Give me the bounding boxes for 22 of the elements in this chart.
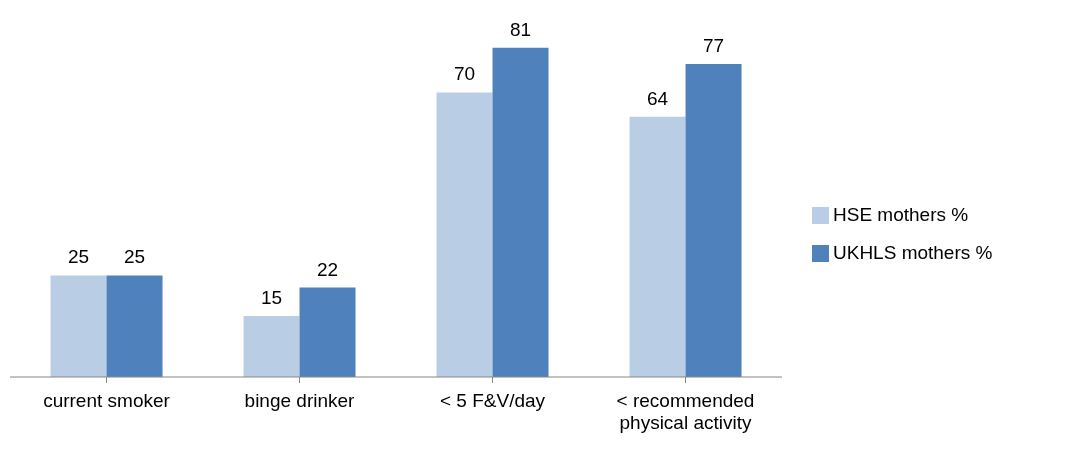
- bar: [492, 47, 549, 377]
- x-tick-label: binge drinker: [244, 390, 356, 411]
- data-label: 25: [67, 246, 90, 268]
- bar: [299, 287, 356, 377]
- x-tick-label: < 5 F&V/day: [439, 390, 546, 411]
- data-label: 77: [702, 35, 725, 57]
- data-label: 15: [260, 287, 283, 309]
- data-label: 22: [316, 258, 339, 280]
- bar: [243, 316, 300, 377]
- bar: [436, 92, 493, 377]
- data-label: 81: [509, 18, 532, 40]
- bar: [106, 275, 163, 377]
- legend-label: UKHLS mothers %: [833, 242, 993, 263]
- x-tick-label: < recommended physical activity: [616, 390, 755, 433]
- bar: [685, 64, 742, 377]
- bar: [629, 116, 686, 377]
- x-tick-label: current smoker: [43, 390, 171, 411]
- legend-label: HSE mothers %: [833, 204, 969, 225]
- data-label: 64: [646, 87, 669, 109]
- data-label: 70: [453, 63, 476, 85]
- bar: [50, 275, 107, 377]
- data-label: 25: [123, 246, 146, 268]
